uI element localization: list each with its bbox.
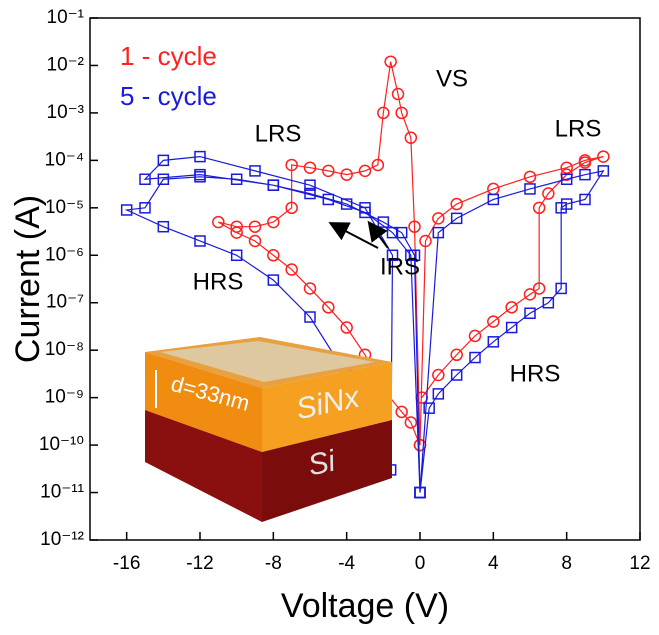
y-tick-label: 10⁻¹ [47,7,85,28]
y-tick-label: 10⁻¹² [40,529,84,550]
x-tick-label: -4 [338,553,355,574]
legend-label: 1 - cycle [120,41,217,71]
chart: Voltage (V) Current (A) d=33nm SiNx Si -… [0,0,659,635]
y-tick-label: 10⁻⁶ [45,244,84,265]
y-tick-label: 10⁻¹¹ [40,482,84,503]
y-tick-label: 10⁻³ [47,102,85,123]
y-tick-label: 10⁻⁵ [45,197,84,218]
legend-label: 5 - cycle [120,81,217,111]
annotation: HRS [510,360,561,387]
annotation: LRS [555,115,602,142]
annotation: IRS [380,253,420,280]
y-axis-label: Current (A) [9,195,47,363]
x-tick-label: -16 [113,553,140,574]
annotation: VS [436,65,468,92]
y-tick-label: 10⁻² [47,54,85,75]
annotation: HRS [193,268,244,295]
y-tick-label: 10⁻⁷ [46,292,84,313]
y-tick-label: 10⁻⁸ [45,339,84,360]
x-tick-label: 12 [629,553,650,574]
x-tick-label: -12 [186,553,213,574]
x-tick-label: 4 [488,553,499,574]
x-tick-label: 0 [415,553,426,574]
y-tick-label: 10⁻¹⁰ [39,434,84,455]
x-axis-label: Voltage (V) [281,587,449,625]
x-tick-label: 8 [561,553,572,574]
y-tick-label: 10⁻⁹ [45,387,84,408]
inset-device: d=33nm SiNx Si [145,337,392,522]
annotation: LRS [255,120,302,147]
y-tick-label: 10⁻⁴ [45,149,84,170]
annotation-arrow [332,224,378,248]
x-tick-label: -8 [265,553,282,574]
